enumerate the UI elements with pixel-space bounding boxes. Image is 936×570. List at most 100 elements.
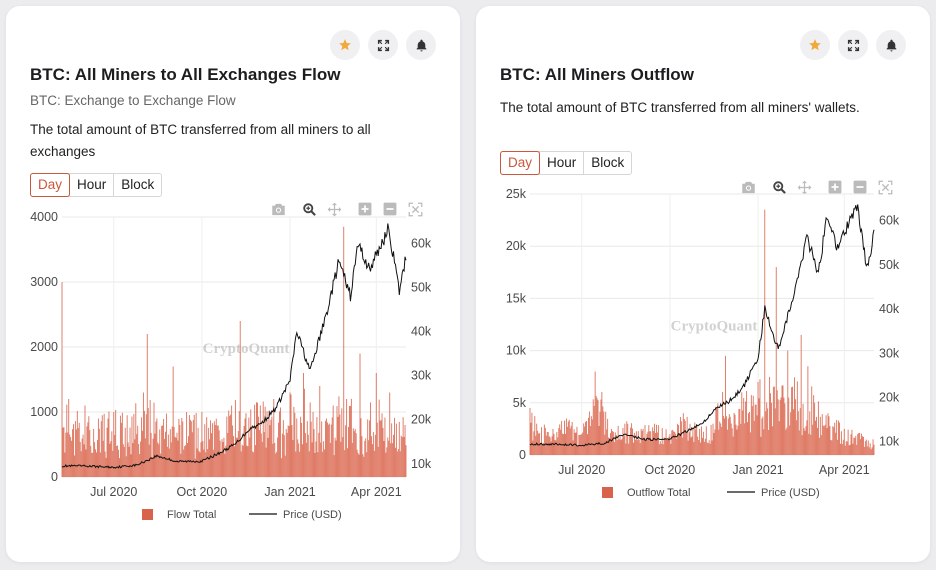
bar	[628, 443, 630, 455]
autoscale-icon[interactable]	[407, 201, 423, 217]
bar	[366, 452, 368, 477]
bar	[221, 439, 223, 477]
favorite-button[interactable]	[330, 30, 360, 60]
bar	[668, 436, 670, 455]
bar	[120, 422, 122, 477]
zoom-in-icon[interactable]	[827, 179, 843, 195]
bar	[71, 440, 73, 477]
bar	[554, 439, 556, 455]
bar	[612, 431, 614, 455]
bar	[73, 424, 74, 477]
y2-axis-tick-label: 30k	[879, 346, 900, 360]
zoom-icon[interactable]	[301, 201, 317, 217]
bar	[858, 433, 860, 455]
bar	[541, 444, 543, 455]
bar	[815, 420, 817, 455]
bar	[561, 420, 563, 455]
bar	[576, 426, 578, 455]
bar	[208, 427, 210, 477]
expand-button[interactable]	[838, 30, 868, 60]
bar	[555, 440, 557, 455]
pan-icon[interactable]	[796, 179, 812, 195]
flow-chart[interactable]: 0 1000 2000 3000 4000 Jul 2020 Oct 2020 Jan 202…	[6, 6, 460, 562]
bar	[389, 392, 391, 477]
bar	[532, 440, 534, 455]
bar	[267, 437, 269, 477]
autoscale-icon[interactable]	[877, 179, 893, 195]
bar	[631, 423, 633, 455]
bar	[361, 436, 363, 477]
bar	[610, 428, 612, 455]
bar	[868, 447, 870, 455]
bar	[701, 426, 702, 455]
expand-button[interactable]	[368, 30, 398, 60]
tab-day[interactable]: Day	[30, 173, 71, 197]
bar	[88, 416, 90, 477]
bar	[392, 443, 394, 477]
legend-label-bars: Flow Total	[167, 509, 216, 521]
bar	[322, 451, 324, 477]
alert-button[interactable]	[876, 30, 906, 60]
bar	[337, 416, 339, 477]
bar	[740, 423, 742, 455]
bar	[87, 422, 89, 477]
bar	[793, 377, 795, 455]
zoom-out-icon[interactable]	[852, 179, 868, 195]
alert-button[interactable]	[406, 30, 436, 60]
bar	[562, 433, 564, 455]
bar	[287, 425, 289, 477]
camera-icon[interactable]	[740, 179, 756, 195]
bar	[551, 436, 553, 455]
bar	[115, 409, 117, 477]
bar	[393, 434, 395, 477]
bar	[333, 455, 335, 477]
bar	[347, 448, 349, 477]
bar	[160, 453, 162, 477]
camera-icon[interactable]	[270, 201, 286, 217]
bar	[137, 425, 139, 477]
bar	[166, 446, 168, 477]
zoom-icon[interactable]	[771, 179, 787, 195]
tab-day[interactable]: Day	[500, 151, 541, 175]
zoom-out-icon[interactable]	[382, 201, 398, 217]
bar	[640, 428, 642, 455]
card-actions	[330, 30, 436, 60]
x-axis-tick-label: Jul 2020	[90, 485, 137, 499]
bar	[873, 444, 875, 455]
tab-block[interactable]: Block	[583, 152, 631, 174]
bar	[682, 413, 684, 455]
pan-icon[interactable]	[326, 201, 342, 217]
bar	[607, 418, 609, 455]
zoom-in-icon[interactable]	[357, 201, 373, 217]
bar	[76, 411, 78, 477]
bar	[97, 418, 99, 477]
bar	[859, 432, 861, 455]
bar	[364, 440, 366, 477]
bell-icon	[416, 39, 426, 52]
bar	[838, 420, 840, 455]
bar	[176, 432, 178, 477]
chart-card-miners-to-exchanges: BTC: All Miners to All Exchanges Flow BT…	[6, 6, 460, 562]
bar	[394, 417, 395, 477]
bar	[278, 422, 280, 477]
bar	[72, 429, 74, 477]
bar	[727, 418, 729, 455]
bar	[795, 420, 797, 455]
bar	[187, 442, 189, 477]
bar	[583, 423, 585, 455]
bar	[362, 454, 364, 477]
bar	[246, 445, 248, 477]
bar	[765, 411, 767, 455]
bar	[559, 424, 561, 455]
tab-block[interactable]: Block	[113, 174, 161, 196]
outflow-chart[interactable]: 0 5k 10k 15k 20k 25k Jul 2020 Oct 2020 Jan 2021 A…	[476, 6, 930, 562]
bar	[696, 425, 698, 455]
favorite-button[interactable]	[800, 30, 830, 60]
bar	[323, 441, 325, 477]
bar	[657, 425, 659, 455]
bar	[692, 429, 694, 455]
bar	[689, 423, 691, 455]
bar	[714, 429, 716, 455]
bar	[383, 440, 385, 477]
bar	[339, 414, 341, 477]
